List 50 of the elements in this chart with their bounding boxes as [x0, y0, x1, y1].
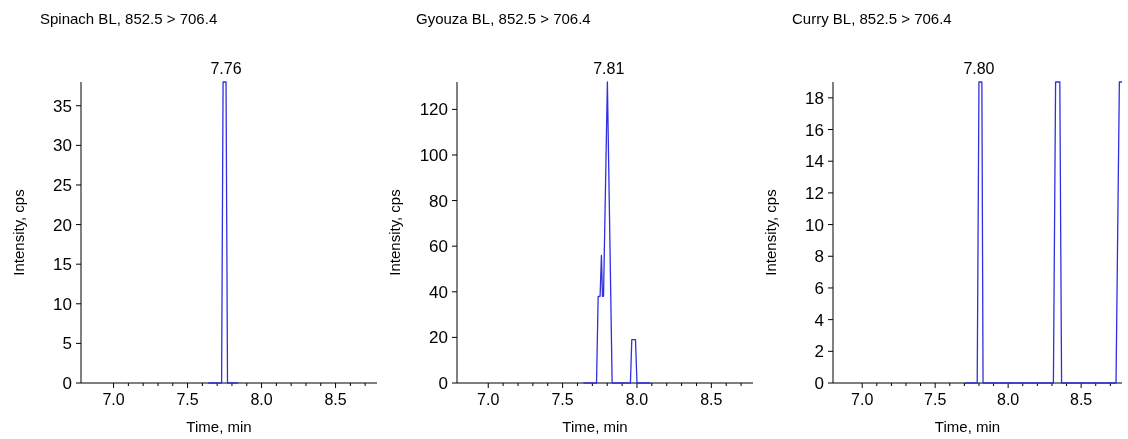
- annotation: 7.76: [210, 60, 242, 77]
- chart-title: Curry BL, 852.5 > 706.4: [792, 10, 952, 27]
- y-tick-label: 20: [429, 328, 448, 348]
- y-tick-label: 100: [419, 145, 448, 165]
- y-tick-label: 14: [805, 152, 824, 172]
- x-tick-label: 8.5: [324, 391, 347, 408]
- x-tick-label: 7.0: [851, 391, 874, 408]
- y-tick-label: 60: [429, 237, 448, 257]
- x-tick-label: 7.5: [924, 391, 947, 408]
- y-tick-label: 2: [814, 342, 824, 362]
- y-tick-label: 20: [53, 215, 72, 235]
- y-tick-label: 5: [62, 334, 72, 354]
- y-tick-label: 4: [814, 310, 824, 330]
- x-tick-label: 7.0: [477, 391, 500, 408]
- y-tick-label: 25: [53, 175, 72, 195]
- y-tick-label: 12: [805, 183, 824, 203]
- line-series: [582, 81, 652, 384]
- y-tick-label: 10: [53, 294, 72, 314]
- y-axis-title: Intensity, cps: [10, 189, 27, 276]
- x-tick-label: 8.5: [1070, 391, 1093, 408]
- x-tick-label: 8.0: [625, 391, 649, 408]
- x-tick-label: 8.5: [700, 391, 723, 408]
- y-axis-title: Intensity, cps: [386, 189, 403, 276]
- y-tick-label: 8: [814, 247, 824, 267]
- annotation: 7.81: [593, 60, 625, 77]
- y-tick-label: 35: [53, 96, 72, 116]
- x-tick-label: 7.0: [102, 391, 125, 408]
- chart-title: Spinach BL, 852.5 > 706.4: [40, 10, 218, 27]
- y-tick-label: 30: [53, 136, 72, 156]
- y-tick-label: 10: [805, 215, 824, 235]
- x-tick-label: 7.5: [176, 391, 199, 408]
- y-tick-label: 16: [805, 120, 824, 140]
- y-tick-label: 80: [429, 191, 448, 211]
- y-axis-title: Intensity, cps: [762, 189, 779, 276]
- y-tick-label: 15: [53, 255, 72, 275]
- y-tick-label: 40: [429, 282, 448, 302]
- y-tick-label: 6: [814, 278, 824, 298]
- y-tick-label: 18: [805, 88, 824, 108]
- x-tick-label: 8.0: [997, 391, 1020, 408]
- y-tick-label: 0: [814, 374, 824, 393]
- y-tick-label: 0: [62, 374, 72, 393]
- x-tick-label: 7.5: [551, 391, 574, 408]
- x-axis-title: Time, min: [934, 418, 1001, 435]
- y-tick-label: 120: [419, 100, 448, 120]
- chart-title: Gyouza BL, 852.5 > 706.4: [416, 10, 591, 27]
- annotation: 7.80: [963, 60, 995, 77]
- x-tick-label: 8.0: [250, 391, 273, 408]
- x-axis-title: Time, min: [562, 418, 628, 435]
- y-tick-label: 0: [438, 374, 448, 393]
- x-axis-title: Time, min: [186, 418, 252, 435]
